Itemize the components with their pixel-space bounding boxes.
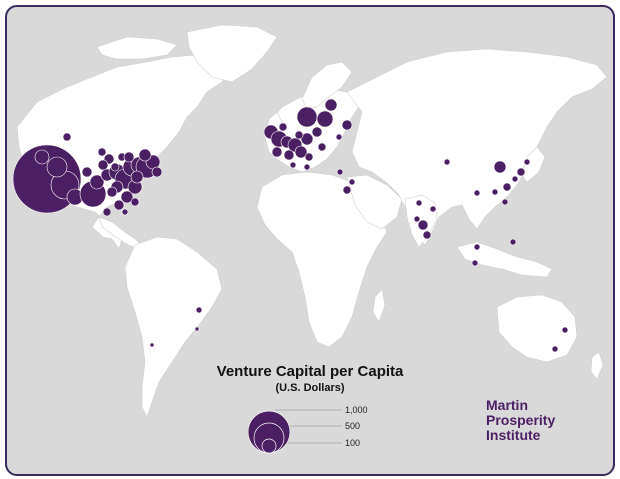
size-legend: 1,000 500 100: [247, 405, 368, 454]
vc-bubble: [316, 110, 334, 128]
madagascar: [372, 288, 386, 323]
vc-bubbles: [12, 98, 569, 353]
australia: [496, 294, 578, 363]
map-frame: 1,000 500 100: [5, 5, 615, 476]
logo-line-1: Martin: [486, 397, 528, 413]
new-zealand: [590, 351, 604, 380]
vc-bubble: [471, 259, 479, 267]
world-map: 1,000 500 100: [12, 24, 608, 454]
vc-bubble: [271, 146, 283, 158]
vc-bubble: [348, 178, 356, 186]
vc-bubble: [342, 185, 352, 195]
vc-bubble: [34, 149, 50, 165]
vc-bubble: [294, 130, 304, 140]
vc-bubble: [120, 190, 134, 204]
vc-bubble: [429, 205, 437, 213]
arabia: [346, 174, 403, 230]
vc-bubble: [473, 189, 481, 197]
vc-bubble: [502, 182, 512, 192]
vc-bubble: [311, 126, 323, 138]
vc-bubble: [561, 326, 569, 334]
vc-bubble: [422, 230, 432, 240]
vc-bubble: [317, 142, 327, 152]
vc-bubble: [130, 170, 144, 184]
land-masses: [16, 24, 608, 418]
vc-bubble: [121, 208, 129, 216]
vc-bubble: [89, 174, 105, 190]
south-america: [124, 236, 223, 418]
vc-bubble: [110, 162, 120, 172]
vc-bubble: [443, 158, 451, 166]
vc-bubble: [303, 163, 311, 171]
vc-bubble: [123, 151, 135, 163]
vc-bubble: [289, 161, 297, 169]
vc-bubble: [324, 98, 338, 112]
vc-bubble: [304, 152, 314, 162]
vc-bubble: [300, 132, 314, 146]
martin-prosperity-logo: Martin Prosperity Institute: [486, 398, 555, 443]
vc-bubble: [294, 145, 308, 159]
vc-bubble: [415, 199, 423, 207]
vc-bubble: [336, 168, 344, 176]
vc-bubble: [417, 219, 429, 231]
vc-bubble: [278, 122, 288, 132]
vc-bubble: [413, 215, 421, 223]
vc-bubble: [138, 148, 152, 162]
vc-bubble: [341, 119, 353, 131]
vc-bubble: [511, 175, 519, 183]
logo-line-2: Prosperity: [486, 412, 556, 428]
vc-bubble: [81, 166, 93, 178]
vc-bubble: [509, 238, 517, 246]
arctic-islands: [96, 36, 178, 60]
vc-bubble: [493, 160, 507, 174]
vc-bubble: [97, 159, 109, 171]
vc-bubble: [516, 167, 526, 177]
vc-bubble: [491, 188, 499, 196]
vc-bubble: [106, 186, 118, 198]
legend-title: Venture Capital per Capita: [216, 363, 404, 380]
legend-label-1000: 1,000: [345, 405, 368, 415]
legend-label-500: 500: [345, 421, 360, 431]
logo-line-3: Institute: [486, 427, 541, 443]
southeast-asia-islands: [456, 241, 553, 278]
vc-bubble: [296, 106, 318, 128]
vc-bubble: [195, 306, 203, 314]
vc-bubble: [194, 326, 200, 332]
vc-bubble: [551, 345, 559, 353]
asia: [346, 48, 608, 246]
vc-bubble: [130, 197, 140, 207]
vc-bubble: [523, 158, 531, 166]
vc-bubble: [62, 132, 72, 142]
legend-subtitle: (U.S. Dollars): [275, 382, 345, 394]
vc-bubble: [97, 147, 107, 157]
vc-bubble: [102, 207, 112, 217]
vc-bubble: [501, 198, 509, 206]
vc-bubble: [113, 199, 125, 211]
vc-bubble: [149, 342, 155, 348]
vc-bubble: [151, 166, 163, 178]
vc-bubble: [335, 133, 343, 141]
vc-bubble: [283, 149, 295, 161]
legend-label-100: 100: [345, 438, 360, 448]
vc-bubble: [473, 243, 481, 251]
africa: [256, 171, 388, 348]
vc-bubble: [46, 156, 68, 178]
greenland: [186, 24, 278, 83]
